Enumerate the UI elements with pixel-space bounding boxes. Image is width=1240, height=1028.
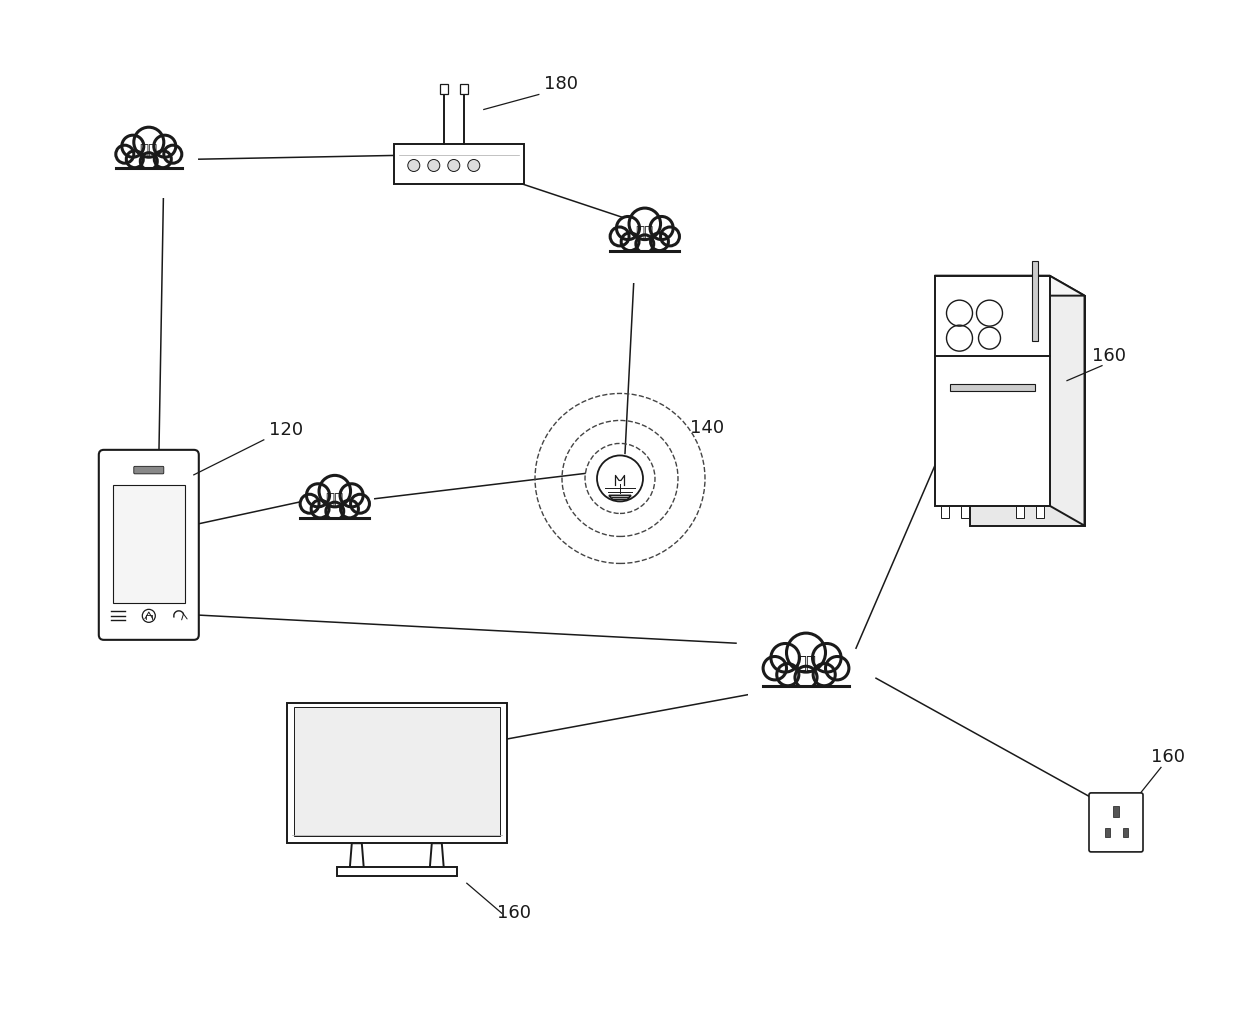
Circle shape — [626, 215, 663, 252]
Circle shape — [650, 217, 673, 240]
Bar — [113, 485, 185, 602]
Bar — [1035, 506, 1044, 518]
Circle shape — [636, 234, 653, 253]
Circle shape — [596, 455, 644, 502]
Circle shape — [616, 217, 640, 240]
Polygon shape — [970, 296, 1085, 525]
Circle shape — [326, 502, 343, 520]
Bar — [748, 687, 864, 726]
Circle shape — [782, 640, 830, 688]
Bar — [293, 518, 377, 540]
Circle shape — [164, 145, 182, 163]
Bar — [961, 506, 968, 518]
Bar — [1114, 806, 1118, 817]
Circle shape — [115, 145, 134, 163]
Bar — [288, 518, 382, 550]
FancyBboxPatch shape — [99, 450, 198, 639]
Bar — [1122, 829, 1127, 838]
Circle shape — [621, 232, 639, 251]
Bar — [598, 251, 692, 283]
Text: 160: 160 — [1151, 748, 1185, 767]
Text: 120: 120 — [269, 420, 303, 439]
Circle shape — [134, 127, 164, 157]
Circle shape — [154, 151, 171, 168]
Bar — [1105, 829, 1110, 838]
Polygon shape — [430, 843, 444, 869]
Bar — [104, 169, 193, 198]
Text: 160: 160 — [1092, 346, 1126, 365]
Circle shape — [428, 159, 440, 172]
Circle shape — [140, 153, 157, 170]
FancyBboxPatch shape — [1089, 793, 1143, 852]
Bar — [1016, 506, 1023, 518]
Polygon shape — [609, 495, 631, 500]
Polygon shape — [1049, 276, 1085, 525]
Circle shape — [300, 494, 319, 513]
Bar — [286, 703, 507, 843]
Bar — [950, 383, 1034, 391]
Bar — [935, 276, 1049, 506]
Bar — [394, 145, 523, 184]
Circle shape — [448, 159, 460, 172]
Circle shape — [340, 484, 363, 507]
Text: 网络: 网络 — [636, 225, 653, 240]
Circle shape — [341, 500, 358, 518]
Circle shape — [776, 664, 799, 686]
Text: 网络: 网络 — [140, 143, 157, 157]
Circle shape — [306, 484, 330, 507]
Circle shape — [786, 633, 826, 672]
Text: 180: 180 — [544, 75, 578, 94]
Bar — [1032, 261, 1038, 340]
Circle shape — [826, 657, 849, 680]
Circle shape — [122, 136, 144, 157]
Circle shape — [651, 232, 668, 251]
FancyBboxPatch shape — [134, 467, 164, 474]
Circle shape — [661, 227, 680, 246]
Circle shape — [126, 151, 144, 168]
Circle shape — [771, 644, 800, 672]
Text: 网络: 网络 — [796, 654, 816, 672]
Bar — [754, 687, 858, 712]
Bar — [440, 84, 448, 95]
Polygon shape — [935, 276, 1085, 296]
Bar — [109, 169, 188, 188]
Circle shape — [311, 500, 329, 518]
Circle shape — [795, 666, 817, 689]
Circle shape — [351, 494, 370, 513]
Circle shape — [467, 159, 480, 172]
Circle shape — [130, 134, 167, 170]
Bar — [603, 251, 687, 272]
Circle shape — [319, 475, 351, 507]
Circle shape — [813, 664, 836, 686]
Circle shape — [763, 657, 786, 680]
Circle shape — [408, 159, 420, 172]
Bar — [337, 868, 456, 876]
Text: 160: 160 — [497, 905, 531, 922]
Polygon shape — [350, 843, 363, 869]
Circle shape — [629, 208, 661, 240]
Bar — [940, 506, 949, 518]
Circle shape — [316, 482, 353, 519]
Text: 网络: 网络 — [326, 492, 343, 507]
Circle shape — [610, 227, 629, 246]
Circle shape — [812, 644, 841, 672]
Text: 140: 140 — [689, 419, 724, 438]
Bar — [294, 706, 500, 836]
Bar — [460, 84, 467, 95]
Circle shape — [154, 136, 176, 157]
